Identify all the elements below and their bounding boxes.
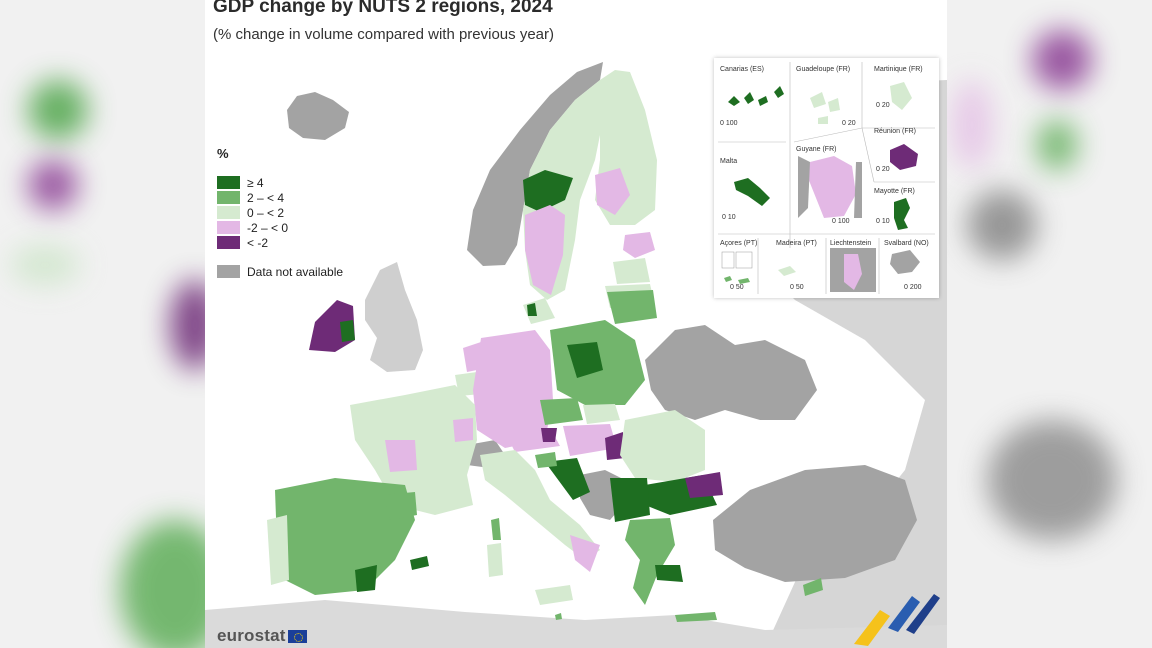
cyprus xyxy=(803,578,823,596)
inset-scale: 0 20 xyxy=(876,166,890,173)
legend-label: Data not available xyxy=(247,264,344,279)
poland-central xyxy=(567,342,603,378)
czechia xyxy=(540,398,583,425)
inset-scale: 0 20 xyxy=(876,102,890,109)
inset-title: Martinique (FR) xyxy=(874,66,923,73)
spain-catalonia xyxy=(383,492,417,520)
inset-scale: 0 200 xyxy=(904,284,922,291)
romania xyxy=(620,410,705,482)
ukraine-belarus xyxy=(645,325,817,420)
legend-item-ge4: ≥ 4 xyxy=(217,175,357,190)
legend-swatch xyxy=(217,236,240,249)
turkey xyxy=(713,465,917,582)
eurostat-logo: eurostat xyxy=(217,626,307,646)
inset-title: Liechtenstein xyxy=(830,240,872,247)
inset-dividers xyxy=(718,62,935,294)
map-title: GDP change by NUTS 2 regions, 2024 xyxy=(213,0,553,17)
malta-mainland xyxy=(555,613,562,620)
inset-scale: 0 100 xyxy=(832,218,850,225)
legend-item-2-4: 2 – < 4 xyxy=(217,190,357,205)
blurred-background-right xyxy=(947,0,1152,648)
ireland-east xyxy=(340,320,355,342)
map-subtitle: (% change in volume compared with previo… xyxy=(213,26,554,43)
legend-item-0-2: 0 – < 2 xyxy=(217,205,357,220)
inset-title: Guyane (FR) xyxy=(796,146,837,153)
inset-scale: 0 10 xyxy=(876,218,890,225)
croatia xyxy=(545,458,590,500)
europe-map xyxy=(205,62,947,648)
finland-west xyxy=(595,168,630,215)
legend-label: 0 – < 2 xyxy=(247,205,285,220)
inset-title: Açores (PT) xyxy=(720,240,758,247)
hungary-east xyxy=(605,432,625,460)
inset-scale: 0 50 xyxy=(790,284,804,291)
hungary xyxy=(563,424,617,456)
austria-vienna xyxy=(541,428,557,442)
crete xyxy=(675,612,717,622)
inset-scale: 0 100 xyxy=(720,120,738,127)
corsica xyxy=(491,518,501,540)
corner-chevron-icon xyxy=(854,594,940,646)
legend-swatch xyxy=(217,265,240,278)
france-centre xyxy=(385,440,417,472)
blurred-background-left xyxy=(0,0,205,648)
germany xyxy=(473,330,553,448)
sicily xyxy=(535,585,573,605)
legend-item-neg2-0: -2 – < 0 xyxy=(217,220,357,235)
greece xyxy=(625,518,675,605)
sweden-stockholm xyxy=(523,170,573,212)
serbia xyxy=(610,478,650,522)
legend-swatch xyxy=(217,191,240,204)
legend-swatch xyxy=(217,176,240,189)
legend-swatch xyxy=(217,221,240,234)
finland-east xyxy=(623,232,655,258)
inset-scale: 0 50 xyxy=(730,284,744,291)
legend-label: -2 – < 0 xyxy=(247,220,289,235)
iceland xyxy=(287,92,349,140)
inset-title: Guadeloupe (FR) xyxy=(796,66,851,73)
legend-label: < -2 xyxy=(247,235,269,250)
legend-label: ≥ 4 xyxy=(247,175,264,190)
legend-item-not-available: Data not available xyxy=(217,264,357,279)
eu-flag-icon xyxy=(287,629,307,643)
inset-title: Madeira (PT) xyxy=(776,240,817,247)
brand-name: eurostat xyxy=(217,626,286,645)
spain-valencia xyxy=(355,565,377,592)
inset-title: Malta xyxy=(720,158,738,165)
inset-title: Svalbard (NO) xyxy=(884,240,929,247)
france-lorraine xyxy=(453,418,473,442)
legend-swatch xyxy=(217,206,240,219)
inset-maps-panel: Canarias (ES) 0 100 Guadeloupe (FR) 0 20… xyxy=(714,58,939,298)
sweden-south xyxy=(525,205,565,295)
united-kingdom xyxy=(365,262,423,372)
legend-unit: % xyxy=(217,146,229,161)
bulgaria-east xyxy=(685,472,723,498)
slovakia xyxy=(583,404,620,424)
legend-item-lt-neg2: < -2 xyxy=(217,235,357,250)
italy xyxy=(480,450,600,560)
map-legend: % ≥ 4 2 – < 4 0 – < 2 -2 – < 0 < -2 Data… xyxy=(217,146,357,279)
balearic-islands xyxy=(410,556,429,570)
greece-attica xyxy=(655,565,683,582)
legend-label: 2 – < 4 xyxy=(247,190,285,205)
inset-title: Réunion (FR) xyxy=(874,128,917,135)
inset-title: Canarias (ES) xyxy=(720,66,764,73)
lithuania xyxy=(607,290,657,324)
north-africa xyxy=(205,600,947,648)
sardinia xyxy=(487,543,503,577)
italy-south xyxy=(570,535,600,572)
slovenia xyxy=(535,452,557,468)
inset-scale: 0 10 xyxy=(722,214,736,221)
inset-scale: 0 20 xyxy=(842,120,856,127)
denmark-east xyxy=(527,303,537,316)
estonia xyxy=(613,258,650,284)
norway xyxy=(467,62,603,266)
inset-title: Mayotte (FR) xyxy=(874,188,915,195)
spain xyxy=(275,478,415,595)
map-card: GDP change by NUTS 2 regions, 2024 (% ch… xyxy=(205,0,947,648)
portugal xyxy=(267,515,289,585)
